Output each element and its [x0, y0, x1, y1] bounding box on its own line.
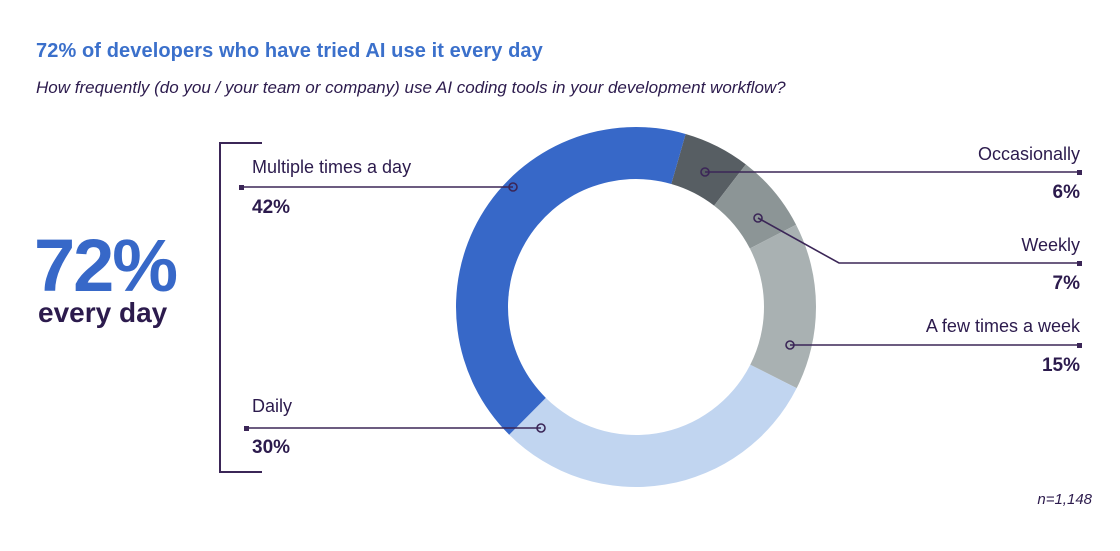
segment-value-multiple-times-a-day: 42%: [252, 197, 291, 218]
marker-square-daily: [244, 426, 249, 431]
sample-size-note: n=1,148: [1037, 491, 1092, 508]
callout-lines-group: [239, 167, 1082, 433]
segment-label-multiple-times-a-day: Multiple times a day: [252, 157, 412, 177]
marker-square-occasionally: [1077, 170, 1082, 175]
marker-circle-daily: [536, 423, 546, 433]
hero-caption: every day: [38, 297, 168, 328]
segment-label-daily: Daily: [252, 396, 293, 416]
segment-label-a-few-times-a-week: A few times a week: [925, 316, 1080, 336]
bracket-line: [219, 142, 262, 473]
segment-value-a-few-times-a-week: 15%: [1041, 355, 1080, 376]
marker-square-weekly: [1077, 261, 1082, 266]
donut-segment-a-few-times-a-week: [749, 224, 817, 389]
segment-label-occasionally: Occasionally: [977, 144, 1080, 164]
leader-line-weekly: [757, 217, 1081, 264]
marker-circle-a-few-times-a-week: [785, 340, 795, 350]
survey-question-subtitle: How frequently (do you / your team or co…: [36, 78, 786, 97]
marker-circle-multiple-times-a-day: [508, 182, 518, 192]
bracket-72-percent: [219, 142, 262, 473]
marker-square-multiple-times-a-day: [239, 185, 244, 190]
page-title: 72% of developers who have tried AI use …: [36, 40, 543, 62]
donut-segments-group: [456, 127, 817, 487]
marker-circle-occasionally: [700, 167, 710, 177]
marker-square-a-few-times-a-week: [1077, 343, 1082, 348]
segment-value-weekly: 7%: [1052, 273, 1080, 294]
hero-percentage: 72%: [34, 224, 178, 307]
marker-circle-weekly: [753, 213, 763, 223]
donut-segment-multiple-times-a-day: [456, 127, 686, 435]
segment-value-occasionally: 6%: [1052, 182, 1080, 203]
donut-segment-daily: [509, 364, 797, 487]
segment-value-daily: 30%: [252, 437, 291, 458]
segment-label-weekly: Weekly: [1021, 235, 1080, 255]
